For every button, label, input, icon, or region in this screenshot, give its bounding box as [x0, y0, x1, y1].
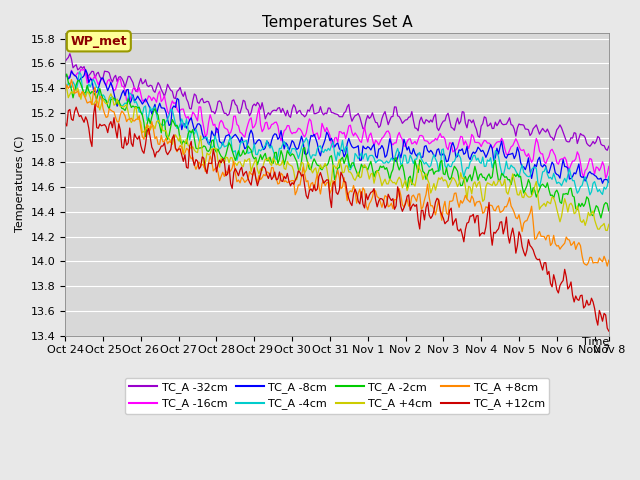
- TC_A +8cm: [157, 132, 165, 138]
- TC_A +12cm: [605, 328, 612, 334]
- TC_A -4cm: [76, 69, 83, 75]
- Text: Time: Time: [582, 337, 609, 347]
- TC_A +8cm: [605, 257, 612, 263]
- TC_A -2cm: [219, 155, 227, 161]
- TC_A +12cm: [157, 143, 165, 149]
- TC_A -8cm: [513, 144, 521, 150]
- Line: TC_A -32cm: TC_A -32cm: [65, 54, 609, 150]
- TC_A -16cm: [482, 138, 490, 144]
- TC_A -4cm: [515, 174, 523, 180]
- Y-axis label: Temperatures (C): Temperatures (C): [15, 136, 25, 232]
- TC_A -32cm: [513, 125, 521, 131]
- TC_A -2cm: [597, 215, 605, 221]
- TC_A -8cm: [219, 142, 227, 148]
- TC_A -4cm: [157, 121, 165, 127]
- TC_A -4cm: [482, 163, 490, 169]
- TC_A -16cm: [80, 66, 88, 72]
- TC_A +12cm: [554, 290, 562, 296]
- TC_A -2cm: [482, 178, 490, 183]
- TC_A -32cm: [515, 121, 523, 127]
- TC_A +8cm: [513, 216, 521, 222]
- TC_A +12cm: [515, 229, 523, 235]
- TC_A -16cm: [513, 139, 521, 145]
- TC_A -2cm: [513, 171, 521, 177]
- TC_A +8cm: [61, 87, 69, 93]
- TC_A +12cm: [219, 156, 227, 162]
- Line: TC_A -4cm: TC_A -4cm: [65, 72, 609, 195]
- TC_A -16cm: [219, 120, 227, 125]
- TC_A -8cm: [605, 180, 612, 185]
- TC_A -32cm: [604, 147, 611, 153]
- TC_A +4cm: [218, 155, 225, 161]
- TC_A -32cm: [554, 125, 562, 131]
- TC_A -2cm: [605, 208, 612, 214]
- TC_A -2cm: [61, 73, 69, 79]
- TC_A +4cm: [604, 228, 611, 233]
- TC_A +8cm: [219, 169, 227, 175]
- TC_A -16cm: [157, 99, 165, 105]
- TC_A +8cm: [604, 263, 611, 269]
- TC_A -16cm: [605, 164, 612, 169]
- TC_A -16cm: [61, 71, 69, 77]
- TC_A +4cm: [156, 120, 164, 126]
- TC_A -8cm: [61, 72, 69, 77]
- TC_A -8cm: [515, 149, 523, 155]
- TC_A +8cm: [515, 212, 523, 217]
- TC_A -32cm: [219, 107, 227, 112]
- TC_A +4cm: [481, 197, 488, 203]
- TC_A -16cm: [515, 144, 523, 149]
- TC_A -4cm: [554, 180, 562, 185]
- Line: TC_A -16cm: TC_A -16cm: [65, 69, 609, 178]
- TC_A +4cm: [605, 221, 612, 227]
- TC_A -32cm: [157, 87, 165, 93]
- TC_A -16cm: [554, 161, 562, 167]
- TC_A -8cm: [482, 155, 490, 160]
- TC_A -4cm: [219, 139, 227, 145]
- TC_A -32cm: [605, 144, 612, 149]
- TC_A +8cm: [554, 243, 562, 249]
- TC_A +8cm: [482, 204, 490, 210]
- TC_A -8cm: [554, 172, 562, 178]
- TC_A +12cm: [92, 101, 99, 107]
- TC_A +12cm: [482, 224, 490, 230]
- Line: TC_A -2cm: TC_A -2cm: [65, 74, 609, 218]
- Line: TC_A +12cm: TC_A +12cm: [65, 104, 609, 331]
- TC_A -32cm: [61, 59, 69, 64]
- TC_A -4cm: [605, 174, 612, 180]
- TC_A -4cm: [513, 171, 521, 177]
- Line: TC_A +4cm: TC_A +4cm: [65, 83, 609, 230]
- Title: Temperatures Set A: Temperatures Set A: [262, 15, 412, 30]
- TC_A +4cm: [61, 80, 69, 85]
- Line: TC_A -8cm: TC_A -8cm: [65, 70, 609, 183]
- TC_A +4cm: [513, 192, 521, 198]
- TC_A -4cm: [61, 80, 69, 85]
- TC_A -8cm: [82, 67, 90, 72]
- Text: WP_met: WP_met: [70, 35, 127, 48]
- TC_A +12cm: [61, 120, 69, 126]
- TC_A -32cm: [66, 51, 74, 57]
- TC_A -16cm: [602, 175, 609, 181]
- TC_A +4cm: [553, 206, 561, 212]
- TC_A -2cm: [157, 130, 165, 136]
- TC_A -2cm: [63, 71, 70, 77]
- TC_A +4cm: [512, 184, 520, 190]
- TC_A -2cm: [515, 174, 523, 180]
- TC_A -4cm: [586, 192, 594, 198]
- Legend: TC_A -32cm, TC_A -16cm, TC_A -8cm, TC_A -4cm, TC_A -2cm, TC_A +4cm, TC_A +8cm, T: TC_A -32cm, TC_A -16cm, TC_A -8cm, TC_A …: [125, 378, 549, 414]
- TC_A -32cm: [482, 115, 490, 121]
- TC_A -8cm: [157, 105, 165, 111]
- TC_A +8cm: [68, 77, 76, 83]
- TC_A +12cm: [513, 243, 521, 249]
- TC_A -8cm: [598, 180, 606, 186]
- Line: TC_A +8cm: TC_A +8cm: [65, 80, 609, 266]
- TC_A -2cm: [554, 191, 562, 197]
